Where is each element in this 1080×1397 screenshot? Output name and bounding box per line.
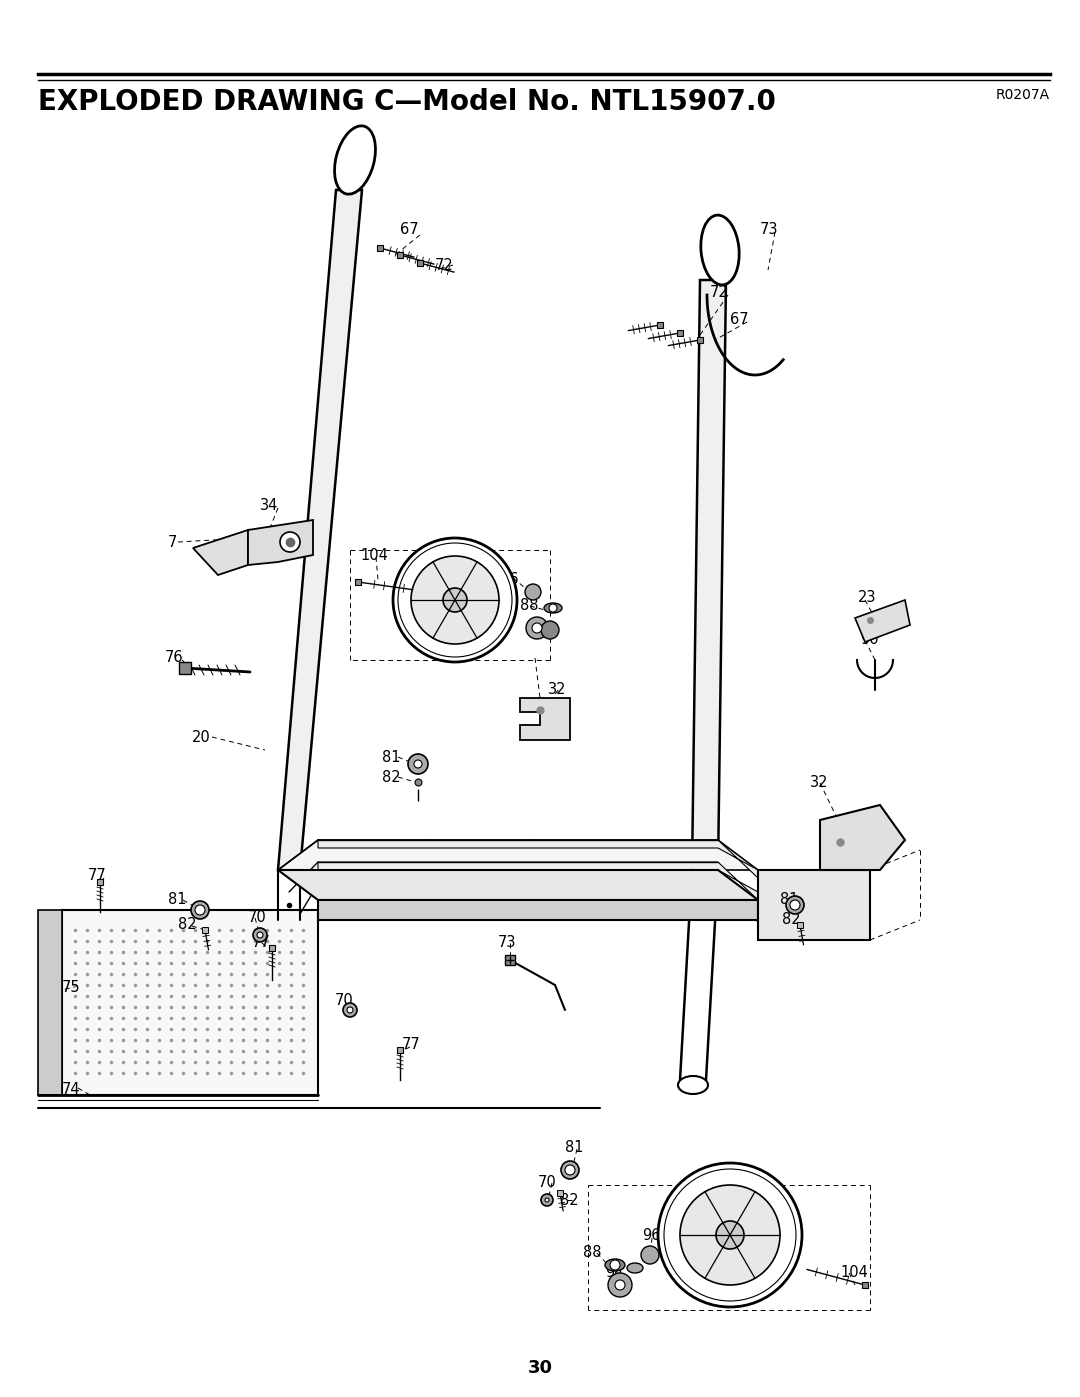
Ellipse shape xyxy=(544,604,562,613)
Text: 81: 81 xyxy=(168,893,187,907)
Polygon shape xyxy=(318,900,758,921)
Polygon shape xyxy=(318,840,758,877)
Circle shape xyxy=(257,932,264,937)
Text: 72: 72 xyxy=(435,258,454,272)
Polygon shape xyxy=(278,190,362,870)
Text: 82: 82 xyxy=(382,770,401,785)
Text: 88: 88 xyxy=(519,598,539,613)
Ellipse shape xyxy=(701,215,739,285)
Circle shape xyxy=(414,760,422,768)
Text: 70: 70 xyxy=(538,1175,557,1190)
Text: 77: 77 xyxy=(252,935,271,950)
Circle shape xyxy=(716,1221,744,1249)
Text: 90: 90 xyxy=(860,631,879,647)
Circle shape xyxy=(658,1162,802,1308)
Text: 82: 82 xyxy=(561,1193,579,1208)
Text: R0207A: R0207A xyxy=(996,88,1050,102)
Text: 74: 74 xyxy=(62,1083,81,1097)
Circle shape xyxy=(393,538,517,662)
Text: 73: 73 xyxy=(760,222,779,237)
Polygon shape xyxy=(318,884,758,922)
Ellipse shape xyxy=(627,1263,643,1273)
Text: 70: 70 xyxy=(335,993,354,1009)
Text: 7: 7 xyxy=(168,535,177,550)
Text: 81: 81 xyxy=(382,750,401,766)
Text: 72: 72 xyxy=(710,285,729,300)
Text: 34: 34 xyxy=(260,497,279,513)
Circle shape xyxy=(253,928,267,942)
Circle shape xyxy=(664,1169,796,1301)
Polygon shape xyxy=(758,870,870,940)
Text: 75: 75 xyxy=(62,981,81,995)
Text: 81: 81 xyxy=(565,1140,583,1155)
Circle shape xyxy=(545,1199,549,1201)
Text: 77: 77 xyxy=(87,868,107,883)
Ellipse shape xyxy=(678,1076,708,1094)
Text: 77: 77 xyxy=(402,1037,421,1052)
Circle shape xyxy=(443,588,467,612)
Text: 82: 82 xyxy=(782,912,800,928)
Ellipse shape xyxy=(605,1259,625,1271)
Circle shape xyxy=(541,1194,553,1206)
Text: 32: 32 xyxy=(810,775,828,789)
Text: 89: 89 xyxy=(680,1215,699,1229)
Circle shape xyxy=(608,1273,632,1296)
Circle shape xyxy=(549,604,557,612)
Polygon shape xyxy=(855,599,910,643)
Circle shape xyxy=(532,623,542,633)
Polygon shape xyxy=(278,870,758,900)
Polygon shape xyxy=(62,909,318,1095)
Circle shape xyxy=(680,1185,780,1285)
Text: 82: 82 xyxy=(178,916,197,932)
Text: 73: 73 xyxy=(498,935,516,950)
Text: 70: 70 xyxy=(248,909,267,925)
Text: 94: 94 xyxy=(445,624,463,640)
Polygon shape xyxy=(278,840,758,870)
Text: 23: 23 xyxy=(858,590,877,605)
Circle shape xyxy=(411,556,499,644)
Circle shape xyxy=(610,1260,620,1270)
Text: 67: 67 xyxy=(730,312,748,327)
Polygon shape xyxy=(519,698,570,740)
Polygon shape xyxy=(318,862,758,900)
Circle shape xyxy=(541,622,559,638)
Text: 30: 30 xyxy=(527,1359,553,1377)
Circle shape xyxy=(399,543,512,657)
Circle shape xyxy=(786,895,804,914)
Text: 67: 67 xyxy=(400,222,419,237)
Text: 81: 81 xyxy=(780,893,798,907)
Polygon shape xyxy=(820,805,905,870)
Text: 96: 96 xyxy=(500,571,518,587)
Polygon shape xyxy=(38,909,62,1095)
Circle shape xyxy=(565,1165,575,1175)
Text: 32: 32 xyxy=(548,682,567,697)
Text: 94: 94 xyxy=(605,1266,623,1280)
Circle shape xyxy=(789,900,800,909)
Circle shape xyxy=(195,905,205,915)
Circle shape xyxy=(526,617,548,638)
Circle shape xyxy=(642,1246,659,1264)
Circle shape xyxy=(191,901,210,919)
Text: 88: 88 xyxy=(583,1245,602,1260)
Circle shape xyxy=(615,1280,625,1289)
Circle shape xyxy=(408,754,428,774)
Text: 104: 104 xyxy=(840,1266,868,1280)
Polygon shape xyxy=(692,279,726,870)
Text: 96: 96 xyxy=(642,1228,661,1243)
Text: 20: 20 xyxy=(192,731,211,745)
Circle shape xyxy=(347,1007,353,1013)
Circle shape xyxy=(343,1003,357,1017)
Text: EXPLODED DRAWING C—Model No. NTL15907.0: EXPLODED DRAWING C—Model No. NTL15907.0 xyxy=(38,88,775,116)
Circle shape xyxy=(561,1161,579,1179)
Polygon shape xyxy=(248,520,313,564)
Circle shape xyxy=(525,584,541,599)
Text: 89: 89 xyxy=(443,541,461,555)
Polygon shape xyxy=(193,529,248,576)
Text: 104: 104 xyxy=(360,548,388,563)
Circle shape xyxy=(280,532,300,552)
Text: 76: 76 xyxy=(165,650,184,665)
Ellipse shape xyxy=(335,126,376,194)
